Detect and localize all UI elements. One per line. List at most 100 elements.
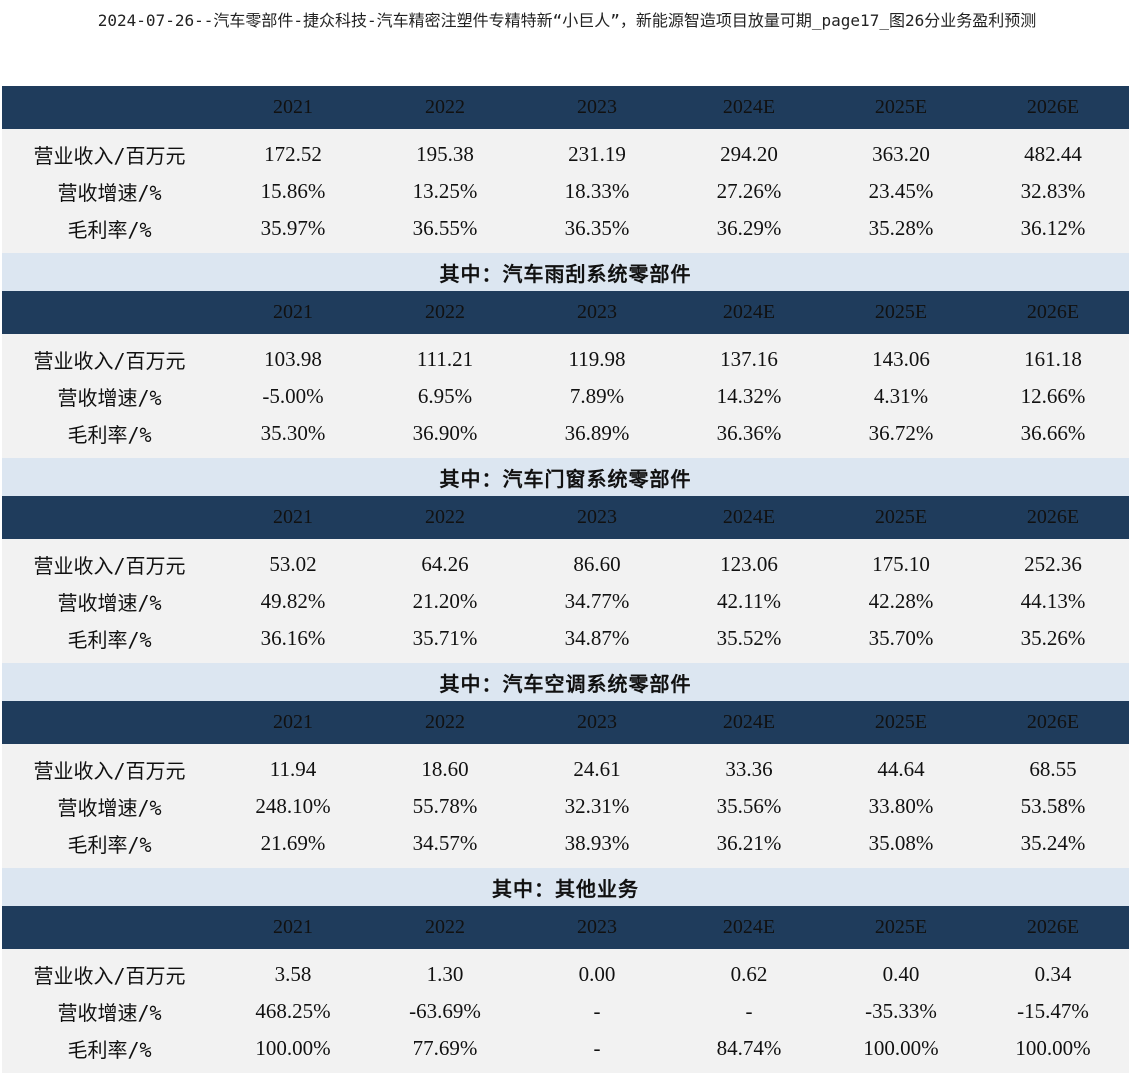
table-cell: 68.55 bbox=[1029, 757, 1077, 781]
table-cell: 0.34 bbox=[1034, 962, 1072, 986]
table-cell: 35.28% bbox=[868, 216, 934, 240]
table-cell: 35.56% bbox=[716, 794, 782, 818]
table-cell: 11.94 bbox=[269, 757, 317, 781]
table-cell: -63.69% bbox=[409, 999, 481, 1023]
table-row: 营收增速/% 15.86% 13.25% 18.33% 27.26% 23.45… bbox=[2, 173, 1129, 210]
table-cell: 44.64 bbox=[877, 757, 925, 781]
table-cell: 53.58% bbox=[1020, 794, 1086, 818]
row-label: 营业收入/百万元 bbox=[33, 554, 186, 578]
year-header: 2022 bbox=[425, 96, 465, 118]
section-title: 其中：汽车雨刮系统零部件 bbox=[2, 253, 1129, 291]
year-header: 2021 bbox=[273, 301, 313, 323]
table-row: 营收增速/% 468.25% -63.69% - - -35.33% -15.4… bbox=[2, 993, 1129, 1030]
table-cell: 35.70% bbox=[868, 626, 934, 650]
table-cell: 363.20 bbox=[872, 142, 930, 166]
table-cell: 175.10 bbox=[872, 552, 930, 576]
table-cell: 0.40 bbox=[882, 962, 920, 986]
table-cell: 32.31% bbox=[564, 794, 630, 818]
table-cell: 294.20 bbox=[720, 142, 778, 166]
row-label: 营业收入/百万元 bbox=[33, 349, 186, 373]
table-cell: 0.62 bbox=[730, 962, 768, 986]
table-cell: 35.08% bbox=[868, 831, 934, 855]
table-cell: -15.47% bbox=[1017, 999, 1089, 1023]
table-row: 营业收入/百万元 53.02 64.26 86.60 123.06 175.10… bbox=[2, 546, 1129, 583]
table-cell: 49.82% bbox=[260, 589, 326, 613]
row-label: 营业收入/百万元 bbox=[33, 964, 186, 988]
row-label: 营收增速/% bbox=[57, 1001, 162, 1025]
table-cell: 3.58 bbox=[274, 962, 312, 986]
table-cell: 35.26% bbox=[1020, 626, 1086, 650]
table-cell: 86.60 bbox=[573, 552, 621, 576]
table-cell: 36.90% bbox=[412, 421, 478, 445]
table-cell: 33.36 bbox=[725, 757, 773, 781]
table-row: 营收增速/% 49.82% 21.20% 34.77% 42.11% 42.28… bbox=[2, 583, 1129, 620]
row-label: 毛利率/% bbox=[67, 218, 152, 242]
table-cell: 248.10% bbox=[255, 794, 331, 818]
year-header: 2023 bbox=[577, 96, 617, 118]
table-cell: -5.00% bbox=[262, 384, 324, 408]
table-cell: 100.00% bbox=[255, 1036, 331, 1060]
year-header: 2023 bbox=[577, 301, 617, 323]
table-cell: 36.36% bbox=[716, 421, 782, 445]
year-header: 2025E bbox=[874, 301, 928, 323]
table-cell: 161.18 bbox=[1024, 347, 1082, 371]
year-header: 2021 bbox=[273, 916, 313, 938]
table-cell: 12.66% bbox=[1020, 384, 1086, 408]
header-row: 2021 2022 2023 2024E 2025E 2026E bbox=[2, 86, 1129, 129]
table-cell: 32.83% bbox=[1020, 179, 1086, 203]
year-header: 2025E bbox=[874, 916, 928, 938]
table-cell: 482.44 bbox=[1024, 142, 1082, 166]
year-header: 2025E bbox=[874, 96, 928, 118]
document-title: 2024-07-26--汽车零部件-捷众科技-汽车精密注塑件专精特新“小巨人”，… bbox=[97, 11, 1037, 30]
table-cell: 36.55% bbox=[412, 216, 478, 240]
header-row: 2021 2022 2023 2024E 2025E 2026E bbox=[2, 906, 1129, 949]
table-cell: 468.25% bbox=[255, 999, 331, 1023]
table-row: 营业收入/百万元 3.58 1.30 0.00 0.62 0.40 0.34 bbox=[2, 956, 1129, 993]
table-cell: 36.89% bbox=[564, 421, 630, 445]
table-cell: - bbox=[593, 999, 601, 1023]
table-cell: 84.74% bbox=[716, 1036, 782, 1060]
row-label: 营收增速/% bbox=[57, 386, 162, 410]
section-body: 营业收入/百万元 172.52 195.38 231.19 294.20 363… bbox=[2, 129, 1129, 253]
section-title: 其中：其他业务 bbox=[2, 868, 1129, 906]
section-body: 营业收入/百万元 103.98 111.21 119.98 137.16 143… bbox=[2, 334, 1129, 458]
table-cell: 195.38 bbox=[416, 142, 474, 166]
table-cell: 123.06 bbox=[720, 552, 778, 576]
table-cell: 64.26 bbox=[421, 552, 469, 576]
table-cell: 36.35% bbox=[564, 216, 630, 240]
table-cell: 172.52 bbox=[264, 142, 322, 166]
row-label: 毛利率/% bbox=[67, 423, 152, 447]
table-cell: 252.36 bbox=[1024, 552, 1082, 576]
year-header: 2022 bbox=[425, 711, 465, 733]
year-header: 2024E bbox=[722, 506, 776, 528]
row-label: 毛利率/% bbox=[67, 833, 152, 857]
table-cell: 77.69% bbox=[412, 1036, 478, 1060]
table-cell: 35.97% bbox=[260, 216, 326, 240]
section-body: 营业收入/百万元 3.58 1.30 0.00 0.62 0.40 0.34 营… bbox=[2, 949, 1129, 1073]
table-cell: 55.78% bbox=[412, 794, 478, 818]
table-cell: 100.00% bbox=[1015, 1036, 1091, 1060]
table-row: 毛利率/% 35.30% 36.90% 36.89% 36.36% 36.72%… bbox=[2, 415, 1129, 452]
table-cell: 27.26% bbox=[716, 179, 782, 203]
year-header: 2022 bbox=[425, 506, 465, 528]
year-header: 2025E bbox=[874, 506, 928, 528]
table-row: 营业收入/百万元 11.94 18.60 24.61 33.36 44.64 6… bbox=[2, 751, 1129, 788]
table-cell: 36.12% bbox=[1020, 216, 1086, 240]
row-label: 营业收入/百万元 bbox=[33, 144, 186, 168]
table-row: 毛利率/% 35.97% 36.55% 36.35% 36.29% 35.28%… bbox=[2, 210, 1129, 247]
year-header: 2023 bbox=[577, 506, 617, 528]
year-header: 2026E bbox=[1026, 916, 1080, 938]
table-cell: 103.98 bbox=[264, 347, 322, 371]
table-cell: 18.33% bbox=[564, 179, 630, 203]
section-body: 营业收入/百万元 11.94 18.60 24.61 33.36 44.64 6… bbox=[2, 744, 1129, 868]
section-title: 其中：汽车门窗系统零部件 bbox=[2, 458, 1129, 496]
table-cell: 7.89% bbox=[569, 384, 625, 408]
table-cell: 119.98 bbox=[568, 347, 626, 371]
table-cell: 35.30% bbox=[260, 421, 326, 445]
table-cell: 0.00 bbox=[578, 962, 616, 986]
table-cell: 44.13% bbox=[1020, 589, 1086, 613]
table-cell: 36.21% bbox=[716, 831, 782, 855]
year-header: 2022 bbox=[425, 916, 465, 938]
table-cell: 15.86% bbox=[260, 179, 326, 203]
table-cell: 35.71% bbox=[412, 626, 478, 650]
